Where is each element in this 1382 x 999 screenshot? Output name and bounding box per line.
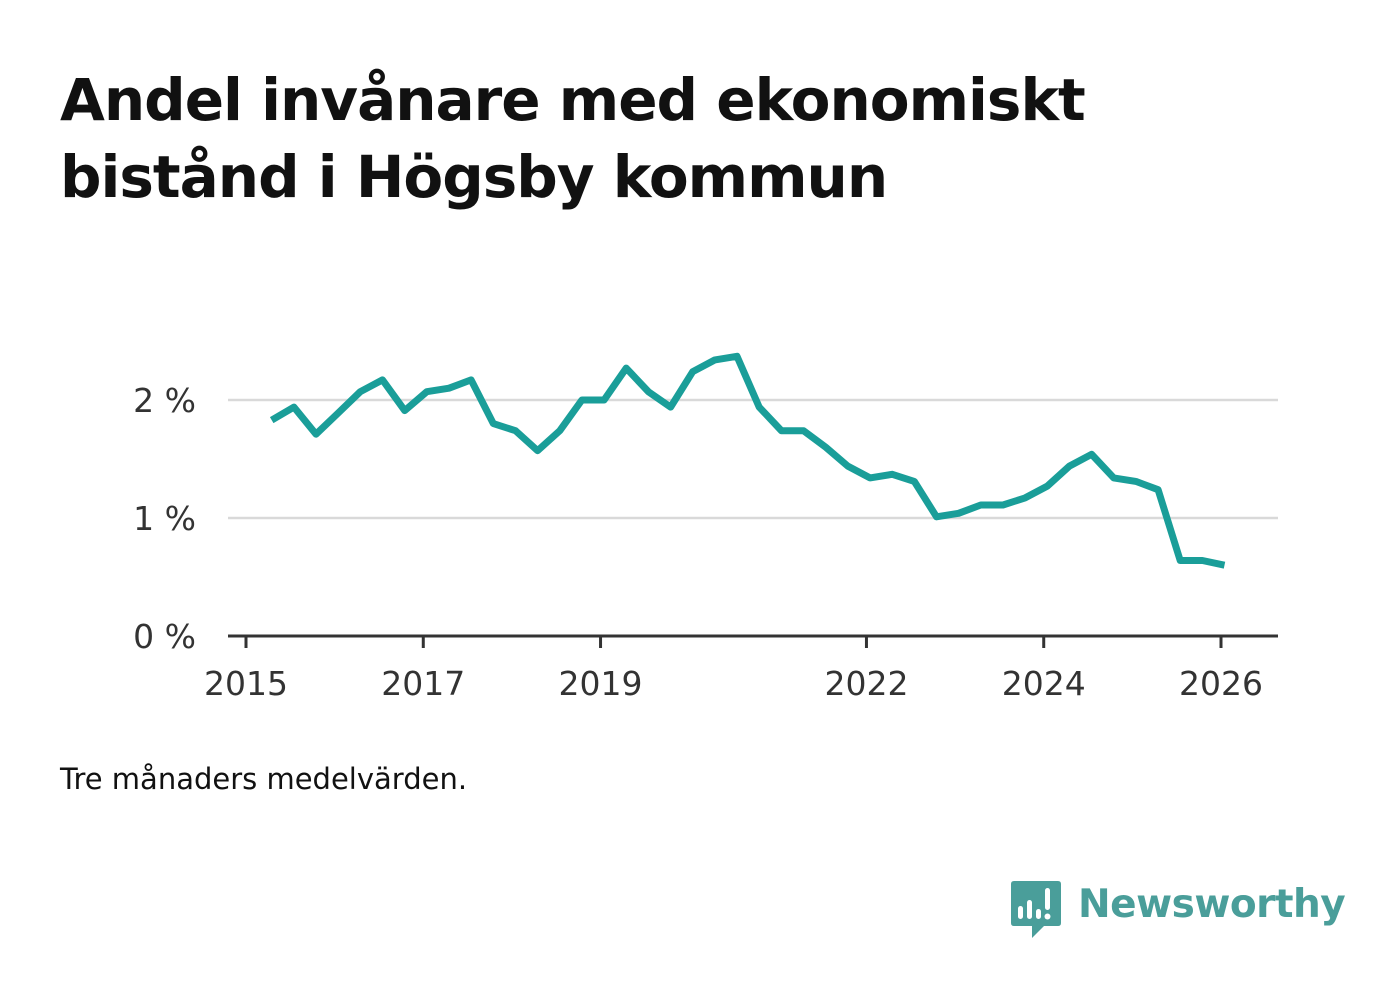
data-point [911, 478, 917, 484]
data-point [535, 448, 541, 454]
data-point [1022, 495, 1028, 501]
data-point [579, 397, 585, 403]
data-point [978, 502, 984, 508]
x-tick-label: 2017 [381, 664, 465, 703]
data-point [1000, 502, 1006, 508]
chart-note: Tre månaders medelvärden. [60, 762, 468, 796]
series-line-0 [269, 352, 1226, 569]
data-point [623, 365, 629, 371]
chart-title: Andel invånare med ekonomiskt bistånd i … [60, 66, 1086, 211]
data-point [756, 404, 762, 410]
data-point [690, 369, 696, 375]
data-point [335, 410, 341, 416]
data-point [557, 428, 563, 434]
data-point [490, 421, 496, 427]
data-point [1111, 475, 1117, 481]
x-tick-label: 2022 [824, 664, 908, 703]
newsworthy-logo-icon [1011, 881, 1061, 938]
data-point [845, 463, 851, 469]
brand: Newsworthy [1010, 878, 1346, 942]
data-point [645, 389, 651, 395]
y-tick-label: 1 % [133, 499, 196, 538]
series-layer [269, 352, 1228, 569]
y-tick-label: 2 % [133, 381, 196, 420]
data-point [424, 389, 430, 395]
data-point [380, 377, 386, 383]
data-point [1177, 558, 1183, 564]
data-point [712, 357, 718, 363]
data-point [1044, 483, 1050, 489]
data-point [801, 428, 807, 434]
data-point [402, 408, 408, 414]
data-point [668, 404, 674, 410]
y-tick-label: 0 % [133, 617, 196, 656]
data-point [313, 431, 319, 437]
brand-name: Newsworthy [1078, 881, 1346, 927]
data-point [468, 377, 474, 383]
data-point [1199, 558, 1205, 564]
data-point [1155, 487, 1161, 493]
data-point [867, 475, 873, 481]
data-point [734, 353, 740, 359]
data-point [934, 514, 940, 520]
data-point [513, 428, 519, 434]
data-point [778, 428, 784, 434]
data-point [889, 471, 895, 477]
x-tick-label: 2019 [559, 664, 643, 703]
data-point [291, 404, 297, 410]
data-point [956, 510, 962, 516]
x-tick-label: 2015 [204, 664, 288, 703]
data-point [357, 389, 363, 395]
data-point [823, 444, 829, 450]
data-point [1089, 451, 1095, 457]
data-point [1133, 478, 1139, 484]
x-tick-label: 2026 [1179, 664, 1263, 703]
y-axis-ticks: 0 % 1 % 2 % [133, 381, 196, 656]
x-tick-label: 2024 [1002, 664, 1086, 703]
data-point [1066, 463, 1072, 469]
data-point [269, 417, 275, 423]
gridlines [228, 398, 1278, 520]
data-point [1222, 562, 1228, 568]
data-point [446, 385, 452, 391]
x-axis: 2015 2017 2019 2022 2024 2026 [204, 634, 1278, 703]
data-point [601, 397, 607, 403]
